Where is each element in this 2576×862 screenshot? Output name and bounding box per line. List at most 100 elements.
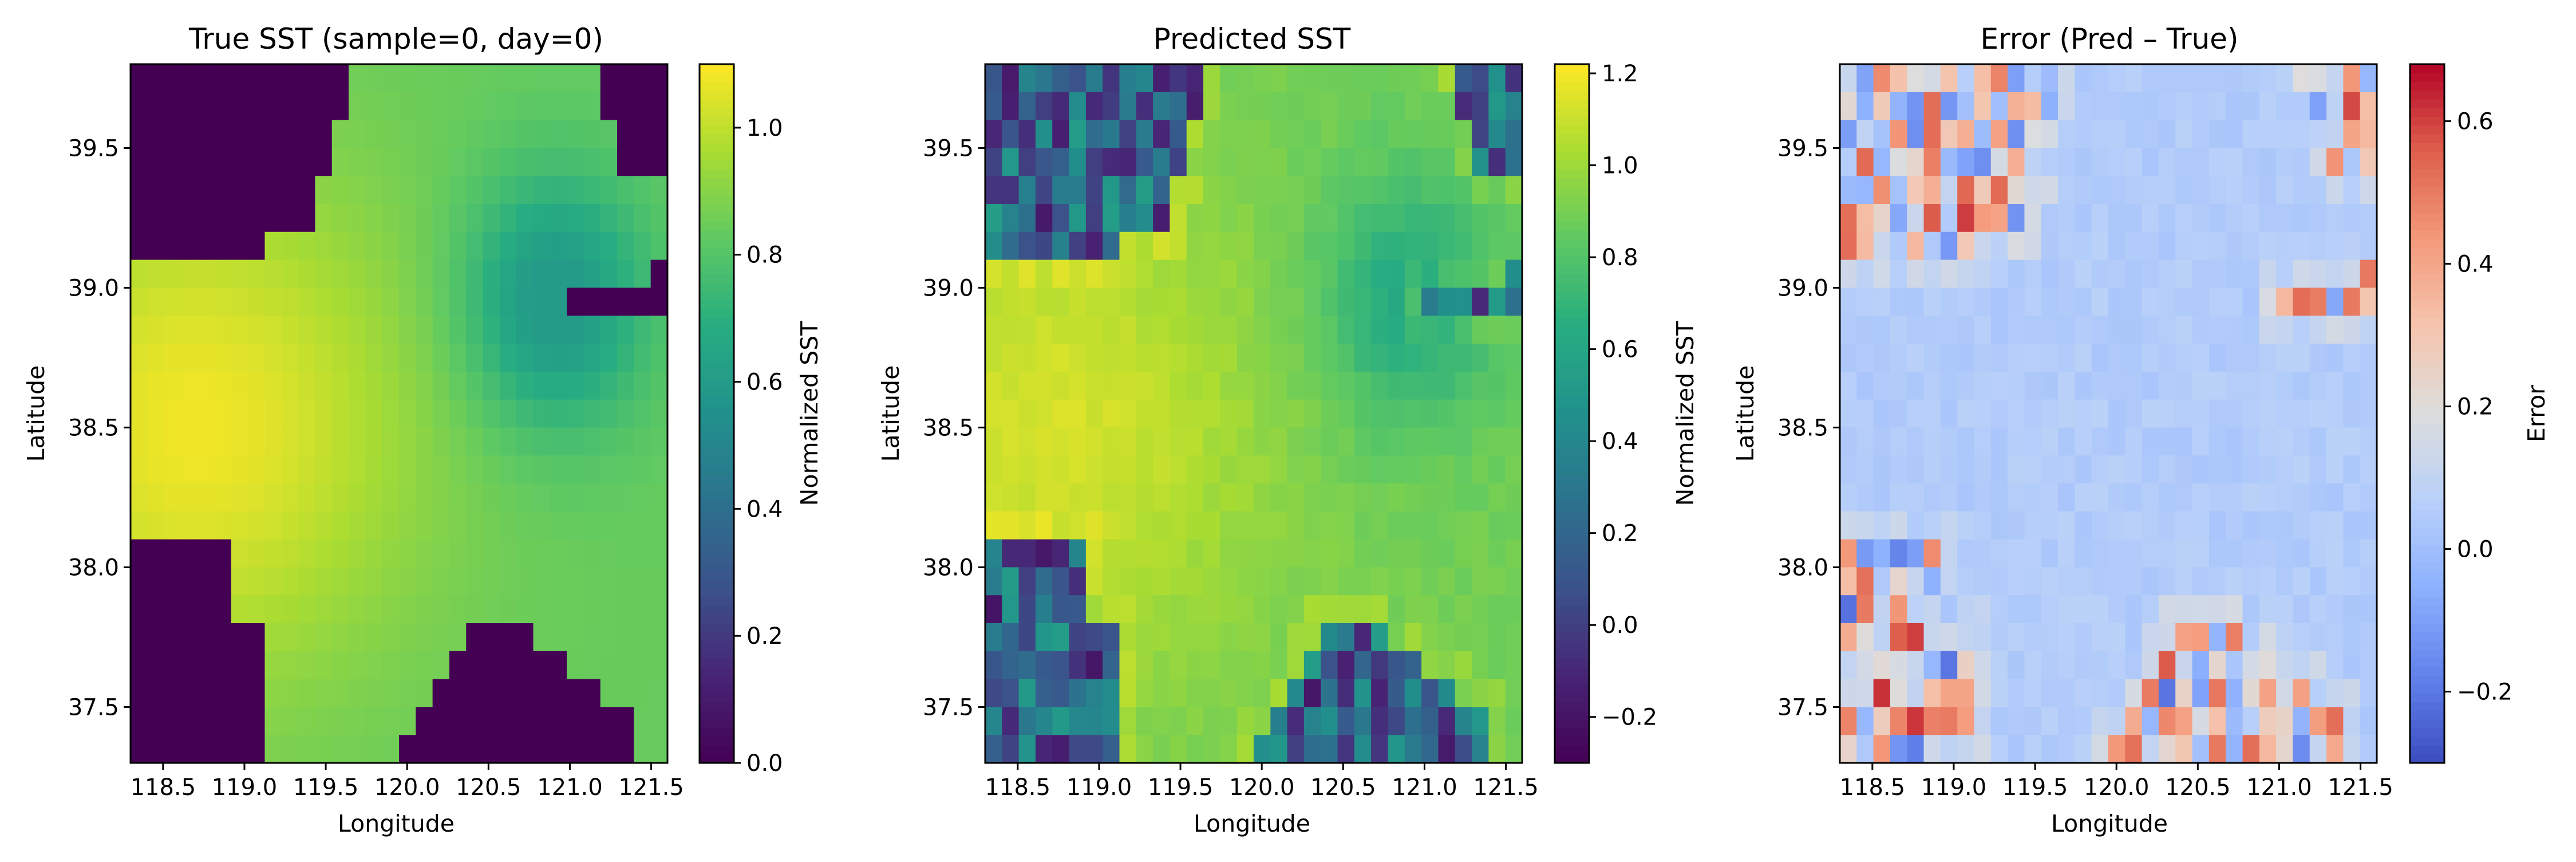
heatmap-cell bbox=[550, 735, 567, 763]
heatmap-cell bbox=[2158, 204, 2176, 233]
heatmap-cell bbox=[1153, 259, 1171, 288]
colorbar-swatch bbox=[1555, 239, 1589, 248]
heatmap-cell bbox=[180, 539, 198, 568]
colorbar-tick-label: −0.2 bbox=[2457, 679, 2512, 706]
heatmap-cell bbox=[2343, 595, 2361, 624]
heatmap-cell bbox=[2158, 427, 2176, 456]
heatmap-cell bbox=[533, 344, 551, 372]
colorbar-tick-label: 0.0 bbox=[746, 750, 783, 777]
heatmap-cell bbox=[180, 259, 198, 288]
heatmap-cell bbox=[416, 399, 433, 428]
heatmap-cell bbox=[2360, 344, 2377, 372]
heatmap-cell bbox=[2142, 707, 2159, 735]
heatmap-cell bbox=[1505, 288, 1523, 316]
heatmap-cell bbox=[1337, 231, 1355, 261]
heatmap-cell bbox=[1371, 539, 1389, 568]
heatmap-cell bbox=[2259, 483, 2277, 512]
heatmap-cell bbox=[1085, 707, 1103, 735]
heatmap-cell bbox=[432, 371, 450, 400]
colorbar-swatch bbox=[1555, 291, 1589, 301]
heatmap-cell bbox=[1421, 707, 1439, 735]
heatmap-cell bbox=[1371, 595, 1389, 624]
heatmap-cell bbox=[2125, 316, 2143, 344]
heatmap-cell bbox=[2326, 148, 2344, 176]
heatmap-cell bbox=[2343, 735, 2361, 763]
heatmap-cell bbox=[1069, 595, 1086, 624]
colorbar-swatch bbox=[2410, 134, 2444, 143]
heatmap-cell bbox=[298, 679, 316, 707]
heatmap-cell bbox=[1873, 316, 1891, 344]
heatmap-cell bbox=[1974, 259, 1992, 288]
heatmap-cell bbox=[2075, 92, 2092, 121]
heatmap-cell bbox=[1085, 120, 1103, 148]
heatmap-cell bbox=[2024, 120, 2042, 148]
heatmap-cell bbox=[1170, 259, 1187, 288]
heatmap-cell bbox=[331, 427, 349, 456]
heatmap-cell bbox=[1421, 539, 1439, 568]
heatmap-cell bbox=[1203, 567, 1220, 596]
heatmap-cell bbox=[2075, 735, 2092, 763]
heatmap-cell bbox=[164, 707, 181, 735]
heatmap-cell bbox=[1103, 651, 1120, 680]
heatmap-cell bbox=[2024, 427, 2042, 456]
heatmap-cell bbox=[1873, 120, 1891, 148]
colorbar-swatch bbox=[700, 728, 734, 737]
colorbar-tick-label: 0.8 bbox=[1602, 245, 1638, 271]
heatmap-cell bbox=[164, 231, 181, 261]
heatmap-cell bbox=[2108, 92, 2125, 121]
heatmap-cell bbox=[1119, 399, 1137, 428]
colorbar-swatch bbox=[2410, 518, 2444, 528]
heatmap-cell bbox=[214, 455, 232, 484]
heatmap-cell bbox=[1303, 231, 1321, 261]
heatmap-cell bbox=[281, 231, 299, 261]
heatmap-cell bbox=[1170, 735, 1187, 763]
heatmap-cell bbox=[1840, 231, 1857, 261]
colorbar-swatch bbox=[2410, 483, 2444, 493]
heatmap-cell bbox=[1354, 567, 1372, 596]
heatmap-cell bbox=[2175, 483, 2193, 512]
heatmap-cell bbox=[2041, 64, 2059, 93]
heatmap-cell bbox=[1940, 231, 1958, 261]
heatmap-cell bbox=[1488, 539, 1506, 568]
heatmap-cell bbox=[1990, 679, 2008, 707]
heatmap-cell bbox=[1421, 735, 1439, 763]
colorbar-swatch bbox=[700, 579, 734, 589]
heatmap-cell bbox=[2008, 148, 2025, 176]
heatmap-cell bbox=[416, 92, 433, 121]
heatmap-cell bbox=[1085, 595, 1103, 624]
heatmap-cell bbox=[600, 735, 618, 763]
heatmap-cell bbox=[399, 623, 416, 652]
heatmap-cell bbox=[2242, 344, 2260, 372]
heatmap-cell bbox=[1337, 204, 1355, 233]
heatmap-cell bbox=[147, 64, 165, 93]
heatmap-cell bbox=[1236, 539, 1254, 568]
heatmap-cell bbox=[1990, 427, 2008, 456]
heatmap-cell bbox=[1890, 567, 1907, 596]
heatmap-cell bbox=[985, 735, 1002, 763]
colorbar-swatch bbox=[2410, 230, 2444, 239]
heatmap-cell bbox=[2276, 64, 2294, 93]
heatmap-cell bbox=[1354, 399, 1372, 428]
heatmap-cell bbox=[2326, 539, 2344, 568]
heatmap-cell bbox=[617, 455, 634, 484]
heatmap-cell bbox=[650, 120, 668, 148]
colorbar-swatch bbox=[700, 649, 734, 659]
heatmap-cell bbox=[2058, 483, 2075, 512]
heatmap-cell bbox=[1018, 316, 1036, 344]
heatmap-cell bbox=[600, 399, 618, 428]
heatmap-cell bbox=[2075, 64, 2092, 93]
heatmap-cell bbox=[1321, 399, 1338, 428]
heatmap-cell bbox=[248, 427, 266, 456]
heatmap-cell bbox=[1455, 539, 1472, 568]
heatmap-cell bbox=[1438, 344, 1456, 372]
heatmap-cell bbox=[1303, 64, 1321, 93]
heatmap-cell bbox=[180, 455, 198, 484]
heatmap-cell bbox=[2075, 231, 2092, 261]
colorbar-swatch bbox=[2410, 623, 2444, 632]
heatmap-cell bbox=[2326, 259, 2344, 288]
heatmap-cell bbox=[2008, 539, 2025, 568]
heatmap-cell bbox=[1856, 679, 1874, 707]
heatmap-cell bbox=[2259, 399, 2277, 428]
heatmap-cell bbox=[2326, 92, 2344, 121]
heatmap-cell bbox=[1103, 64, 1120, 93]
